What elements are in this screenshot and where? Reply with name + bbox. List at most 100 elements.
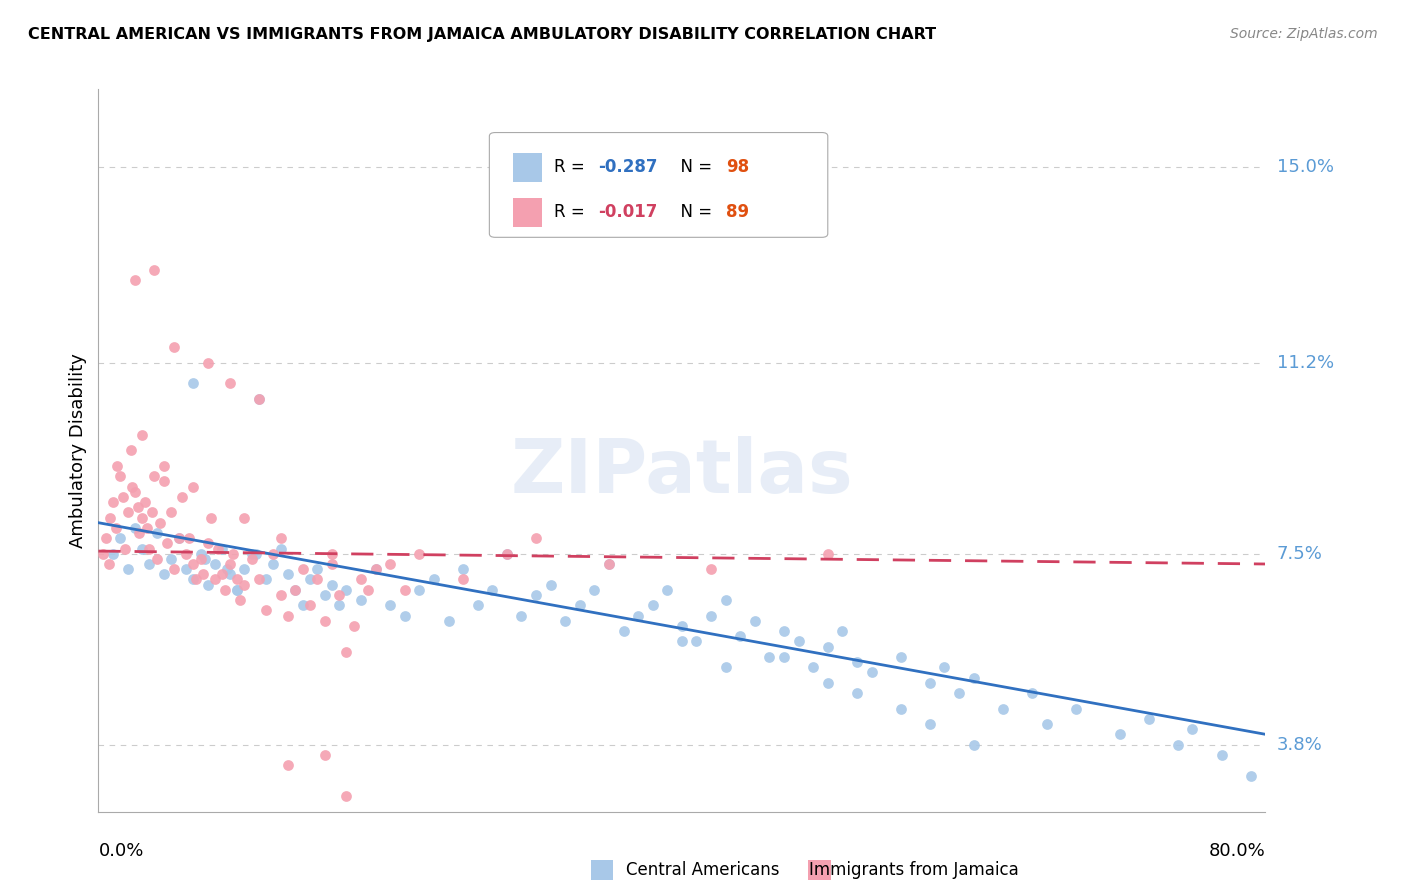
Text: Source: ZipAtlas.com: Source: ZipAtlas.com [1230,27,1378,41]
Point [174,547,197,561]
Point [120,443,142,458]
Point [962,671,984,685]
Point [197,577,219,591]
Point [554,614,576,628]
Point [671,634,693,648]
Point [245,547,267,561]
Point [98,510,121,524]
Point [174,562,197,576]
Point [524,588,547,602]
Point [657,582,679,597]
Point [671,619,693,633]
Point [131,510,153,524]
Point [328,588,350,602]
Text: 15.0%: 15.0% [1277,158,1333,176]
Point [641,599,664,613]
Point [291,562,314,576]
Point [496,547,519,561]
Point [350,593,373,607]
Point [1108,727,1130,741]
Point [918,717,941,731]
Point [481,582,503,597]
Point [744,614,766,628]
Point [163,562,186,576]
Text: CENTRAL AMERICAN VS IMMIGRANTS FROM JAMAICA AMBULATORY DISABILITY CORRELATION CH: CENTRAL AMERICAN VS IMMIGRANTS FROM JAMA… [28,27,936,42]
Point [685,634,707,648]
Point [167,531,190,545]
Text: 98: 98 [727,159,749,177]
Point [221,547,243,561]
Point [112,490,135,504]
Point [437,614,460,628]
Point [1240,769,1263,783]
Point [321,557,343,571]
FancyBboxPatch shape [489,133,828,237]
Text: 80.0%: 80.0% [1209,842,1265,860]
Point [314,747,336,762]
Point [321,547,343,561]
Point [163,340,186,354]
Point [307,573,329,587]
Point [138,557,160,571]
Point [204,557,226,571]
Point [284,582,307,597]
Point [226,582,249,597]
Point [193,567,215,582]
Point [730,629,752,643]
Point [846,686,869,700]
Point [204,573,226,587]
Point [291,599,314,613]
Point [394,608,416,623]
Point [1211,747,1233,762]
Point [240,551,263,566]
Point [423,573,446,587]
Point [194,551,217,566]
Point [307,562,329,576]
Point [247,392,270,406]
Point [254,573,277,587]
Point [380,599,402,613]
Text: 11.2%: 11.2% [1277,354,1334,372]
Point [131,428,153,442]
Point [190,547,212,561]
Point [613,624,636,639]
Point [583,582,606,597]
Point [860,665,883,680]
Text: Immigrants from Jamaica: Immigrants from Jamaica [808,861,1019,879]
Point [97,557,120,571]
Point [277,608,299,623]
Point [101,495,124,509]
Point [787,634,810,648]
Point [254,603,277,617]
Point [773,624,796,639]
Point [181,480,204,494]
Point [153,567,176,582]
Point [270,588,292,602]
FancyBboxPatch shape [513,198,541,227]
Point [1167,738,1189,752]
Point [1064,701,1087,715]
Point [270,541,292,556]
Text: N =: N = [671,159,717,177]
Point [218,376,240,391]
Point [1035,717,1057,731]
Point [146,551,169,566]
Text: -0.017: -0.017 [598,203,657,221]
Point [101,547,124,561]
Point [177,531,200,545]
Point [890,701,912,715]
Point [540,577,562,591]
Point [263,557,285,571]
Point [211,541,233,556]
Y-axis label: Ambulatory Disability: Ambulatory Disability [69,353,87,548]
Point [408,582,430,597]
Point [124,484,146,499]
Point [142,263,165,277]
Text: -0.287: -0.287 [598,159,658,177]
Point [496,547,519,561]
Point [156,536,179,550]
Point [197,356,219,370]
Point [128,526,150,541]
Point [270,531,292,545]
Point [110,531,132,545]
